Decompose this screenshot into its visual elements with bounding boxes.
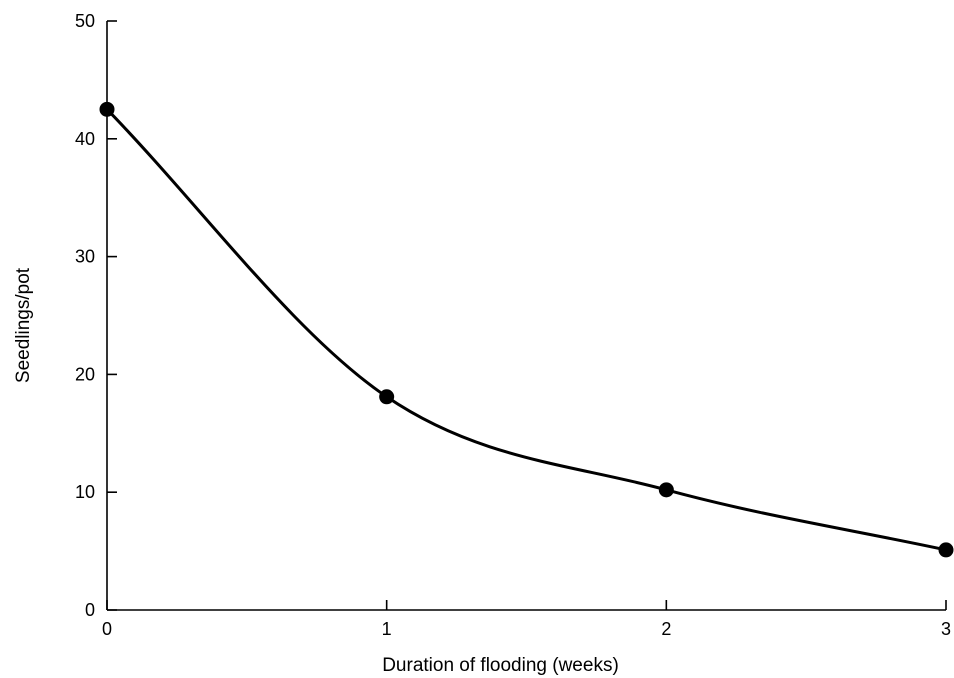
- y-axis-title: Seedlings/pot: [13, 267, 34, 383]
- y-tick-label: 0: [85, 600, 95, 620]
- y-tick-label: 10: [75, 482, 95, 502]
- data-point: [379, 389, 395, 405]
- x-axis-ticks: 0 1 2 3: [102, 600, 951, 639]
- plot-area: [99, 101, 954, 558]
- series-line: [105, 108, 947, 552]
- y-tick-label: 30: [75, 247, 95, 267]
- x-tick-label: 1: [382, 619, 392, 639]
- data-point: [938, 542, 954, 558]
- x-axis-title: Duration of flooding (weeks): [382, 655, 619, 676]
- y-axis-ticks: 0 10 20 30 40 50: [75, 11, 117, 620]
- y-tick-label: 50: [75, 11, 95, 31]
- y-tick-label: 20: [75, 364, 95, 384]
- data-point: [658, 482, 674, 498]
- data-point: [99, 101, 115, 117]
- x-tick-label: 2: [661, 619, 671, 639]
- y-tick-label: 40: [75, 129, 95, 149]
- axes: [106, 21, 946, 611]
- x-tick-label: 0: [102, 619, 112, 639]
- x-tick-label: 3: [941, 619, 951, 639]
